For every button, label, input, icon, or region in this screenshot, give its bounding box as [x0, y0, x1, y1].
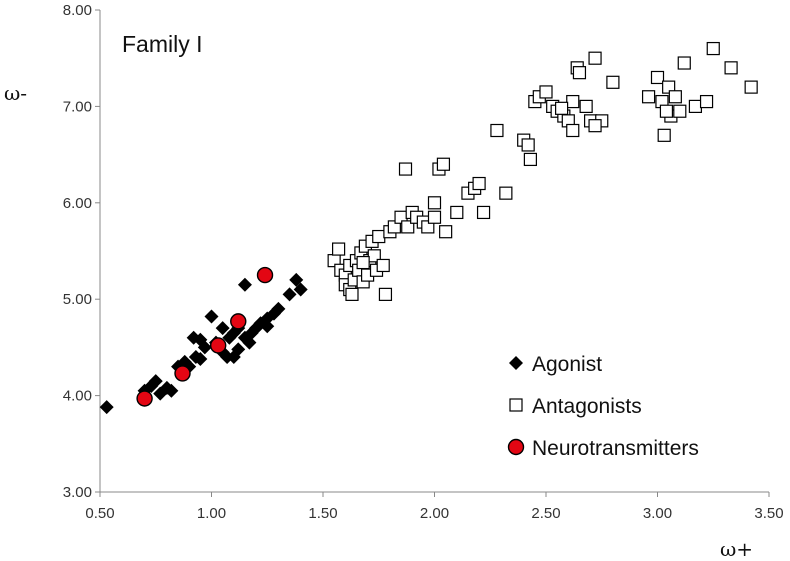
antagonist-point	[657, 128, 671, 142]
tick-labels: 0.50 1.00 1.50 2.00 2.50 3.00 3.50 3.00 4.00 5.00…	[63, 2, 784, 522]
antagonist-point	[436, 157, 451, 171]
axes	[95, 9, 770, 497]
legend-marker	[507, 438, 525, 456]
agonist-point	[215, 321, 230, 336]
antagonist-point	[744, 80, 758, 94]
antagonist-point	[427, 210, 442, 224]
neurotransmitter-point	[256, 266, 274, 284]
antagonist-point	[499, 186, 513, 200]
x-tick-label: 2.50	[531, 505, 560, 522]
legend-label: Neurotransmitters	[532, 437, 699, 460]
antagonist-point	[398, 162, 413, 176]
agonist-point	[204, 309, 219, 324]
antagonist-point	[659, 104, 674, 118]
antagonist-point	[345, 287, 359, 301]
legend-item-agonist: Agonist	[509, 353, 602, 376]
y-tick-label: 4.00	[63, 388, 92, 405]
antagonist-point	[555, 101, 569, 115]
series-neurotransmitters	[136, 266, 274, 407]
antagonist-point	[572, 66, 587, 80]
antagonist-point	[372, 229, 386, 244]
antagonist-point	[688, 99, 703, 114]
antagonist-point	[706, 41, 720, 56]
agonist-point	[242, 335, 257, 350]
legend-label: Agonist	[532, 353, 602, 376]
neurotransmitter-point	[230, 313, 247, 330]
x-axis-label: ω+	[720, 537, 753, 561]
y-tick-label: 6.00	[63, 195, 92, 212]
antagonist-point	[588, 119, 602, 133]
agonist-point	[289, 272, 304, 287]
antagonist-point	[641, 90, 656, 104]
antagonist-point	[724, 61, 738, 75]
legend-marker	[509, 398, 523, 412]
y-tick-label: 7.00	[63, 98, 92, 115]
antagonist-point	[539, 85, 553, 99]
antagonist-point	[376, 258, 390, 273]
antagonist-point	[668, 90, 682, 104]
legend-marker	[509, 356, 523, 370]
chart-title: Family I	[122, 31, 203, 57]
agonist-point	[99, 400, 114, 415]
x-tick-label: 2.00	[420, 505, 449, 522]
antagonist-point	[606, 75, 620, 89]
x-tick-label: 3.00	[643, 505, 672, 522]
antagonist-point	[421, 220, 435, 234]
x-tick-label: 0.50	[85, 505, 114, 522]
legend: Agonist Antagonists Neurotransmitters	[507, 353, 699, 460]
x-tick-label: 1.00	[197, 505, 226, 522]
antagonist-point	[677, 56, 691, 70]
antagonist-point	[387, 220, 401, 234]
antagonist-point	[673, 104, 687, 118]
y-tick-label: 5.00	[63, 291, 92, 308]
antagonist-point	[523, 152, 537, 167]
y-axis-label: ω-	[4, 81, 27, 105]
agonist-point	[148, 374, 163, 389]
agonist-point	[237, 277, 252, 292]
legend-item-neurotransmitters: Neurotransmitters	[507, 437, 699, 460]
neurotransmitter-point	[209, 337, 227, 354]
antagonist-point	[450, 205, 464, 220]
antagonist-point	[579, 99, 593, 114]
antagonist-point	[566, 123, 580, 138]
x-tick-label: 3.50	[754, 505, 783, 522]
agonist-point	[271, 301, 286, 316]
y-tick-label: 3.00	[63, 484, 92, 501]
agonist-point	[226, 350, 241, 365]
antagonist-point	[427, 196, 442, 210]
antagonist-point	[521, 138, 535, 152]
antagonist-point	[566, 94, 580, 109]
legend-item-antagonists: Antagonists	[509, 395, 642, 418]
agonist-point	[260, 319, 275, 334]
antagonist-point	[367, 249, 381, 263]
series-antagonists	[327, 41, 758, 301]
antagonist-point	[490, 123, 504, 138]
series-agonist	[99, 272, 308, 415]
agonist-point	[293, 282, 308, 297]
neurotransmitter-point	[136, 390, 153, 407]
antagonist-point	[476, 205, 491, 220]
antagonist-point	[650, 70, 665, 85]
agonist-point	[282, 287, 297, 302]
antagonist-point	[356, 255, 370, 270]
antagonist-point	[588, 51, 602, 65]
antagonist-point	[439, 225, 453, 239]
data-points	[99, 41, 758, 415]
neurotransmitter-point	[174, 365, 191, 382]
agonist-point	[244, 325, 259, 340]
antagonist-point	[472, 176, 486, 191]
agonist-point	[164, 383, 179, 398]
antagonist-point	[662, 80, 676, 94]
antagonist-point	[332, 242, 346, 256]
agonist-point	[193, 351, 208, 366]
agonist-point	[186, 330, 201, 345]
antagonist-point	[699, 94, 714, 109]
antagonist-point	[378, 287, 393, 301]
y-tick-label: 8.00	[63, 2, 92, 19]
x-tick-label: 1.50	[308, 505, 337, 522]
antagonist-point	[401, 220, 415, 234]
legend-label: Antagonists	[532, 395, 642, 418]
